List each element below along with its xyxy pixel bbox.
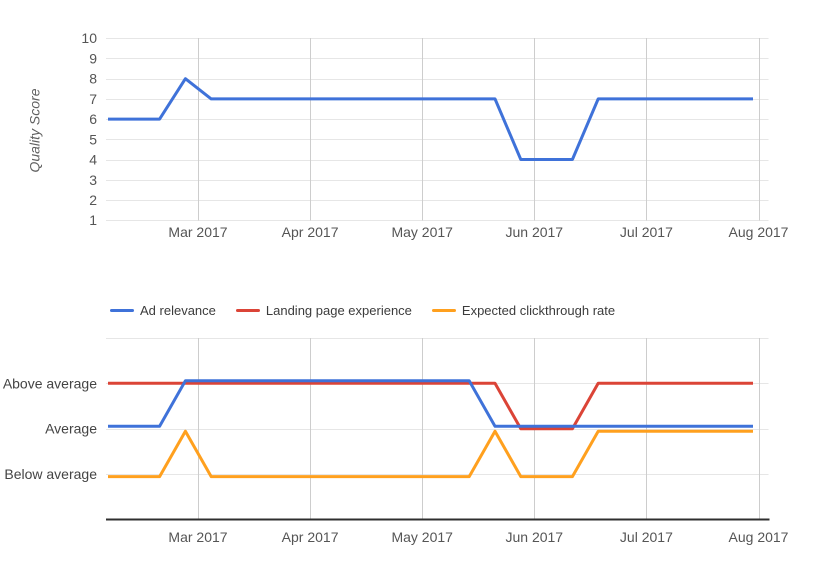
category-label: Below average — [4, 466, 97, 482]
x-tick-label: Apr 2017 — [282, 224, 339, 240]
ad-relevance-line[interactable] — [108, 379, 753, 428]
landing-page-experience-line[interactable] — [108, 381, 753, 431]
legend-swatch-landing-page-experience — [235, 309, 260, 312]
x-tick-label: Aug 2017 — [729, 529, 789, 545]
legend-item-ad-relevance: Ad relevance — [110, 303, 216, 318]
legend-label-landing-page-experience: Landing page experience — [265, 303, 412, 318]
y-tick-label: 7 — [89, 91, 97, 107]
chart-legend: Ad relevance Landing page experience Exp… — [110, 303, 615, 318]
quality-score-axis-title: Quality Score — [26, 88, 43, 173]
component-scores-chart: Above average Average Below average Mar 201… — [3, 337, 789, 545]
quality-score-gridlines — [106, 38, 769, 221]
y-tick-label: 3 — [89, 172, 97, 188]
legend-label-expected-clickthrough-rate: Expected clickthrough rate — [461, 303, 616, 318]
y-tick-label: 6 — [89, 111, 97, 127]
y-tick-label: 2 — [89, 192, 97, 208]
x-tick-label: Jun 2017 — [505, 224, 563, 240]
y-tick-label: 10 — [81, 30, 97, 46]
y-tick-label: 4 — [89, 152, 97, 168]
legend-item-landing-page-experience: Landing page experience — [235, 303, 412, 318]
quality-score-line[interactable] — [108, 77, 753, 161]
quality-score-chart: 10 9 8 7 6 5 4 3 2 1 Mar 2017 Apr 2017 May 2017 Jun 2… — [81, 30, 788, 240]
x-tick-label: Apr 2017 — [282, 529, 339, 545]
category-label: Average — [45, 421, 97, 437]
y-tick-label: 8 — [89, 71, 97, 87]
x-tick-label: Mar 2017 — [168, 529, 227, 545]
legend-swatch-expected-clickthrough-rate — [431, 309, 456, 312]
category-label: Above average — [3, 375, 97, 391]
x-tick-label: Jul 2017 — [620, 224, 673, 240]
x-tick-label: Jul 2017 — [620, 529, 673, 545]
x-tick-label: Aug 2017 — [729, 224, 789, 240]
legend-swatch-ad-relevance — [110, 309, 134, 312]
component-scores-gridlines — [106, 337, 770, 521]
x-tick-label: May 2017 — [391, 224, 453, 240]
y-tick-label: 1 — [89, 212, 97, 228]
legend-item-expected-clickthrough-rate: Expected clickthrough rate — [431, 303, 616, 318]
x-tick-label: May 2017 — [391, 529, 453, 545]
x-tick-label: Mar 2017 — [168, 224, 227, 240]
x-tick-label: Jun 2017 — [505, 529, 563, 545]
legend-label-ad-relevance: Ad relevance — [140, 303, 216, 318]
expected-clickthrough-rate-line[interactable] — [108, 429, 753, 479]
y-tick-label: 9 — [89, 50, 97, 66]
y-tick-label: 5 — [89, 131, 97, 147]
